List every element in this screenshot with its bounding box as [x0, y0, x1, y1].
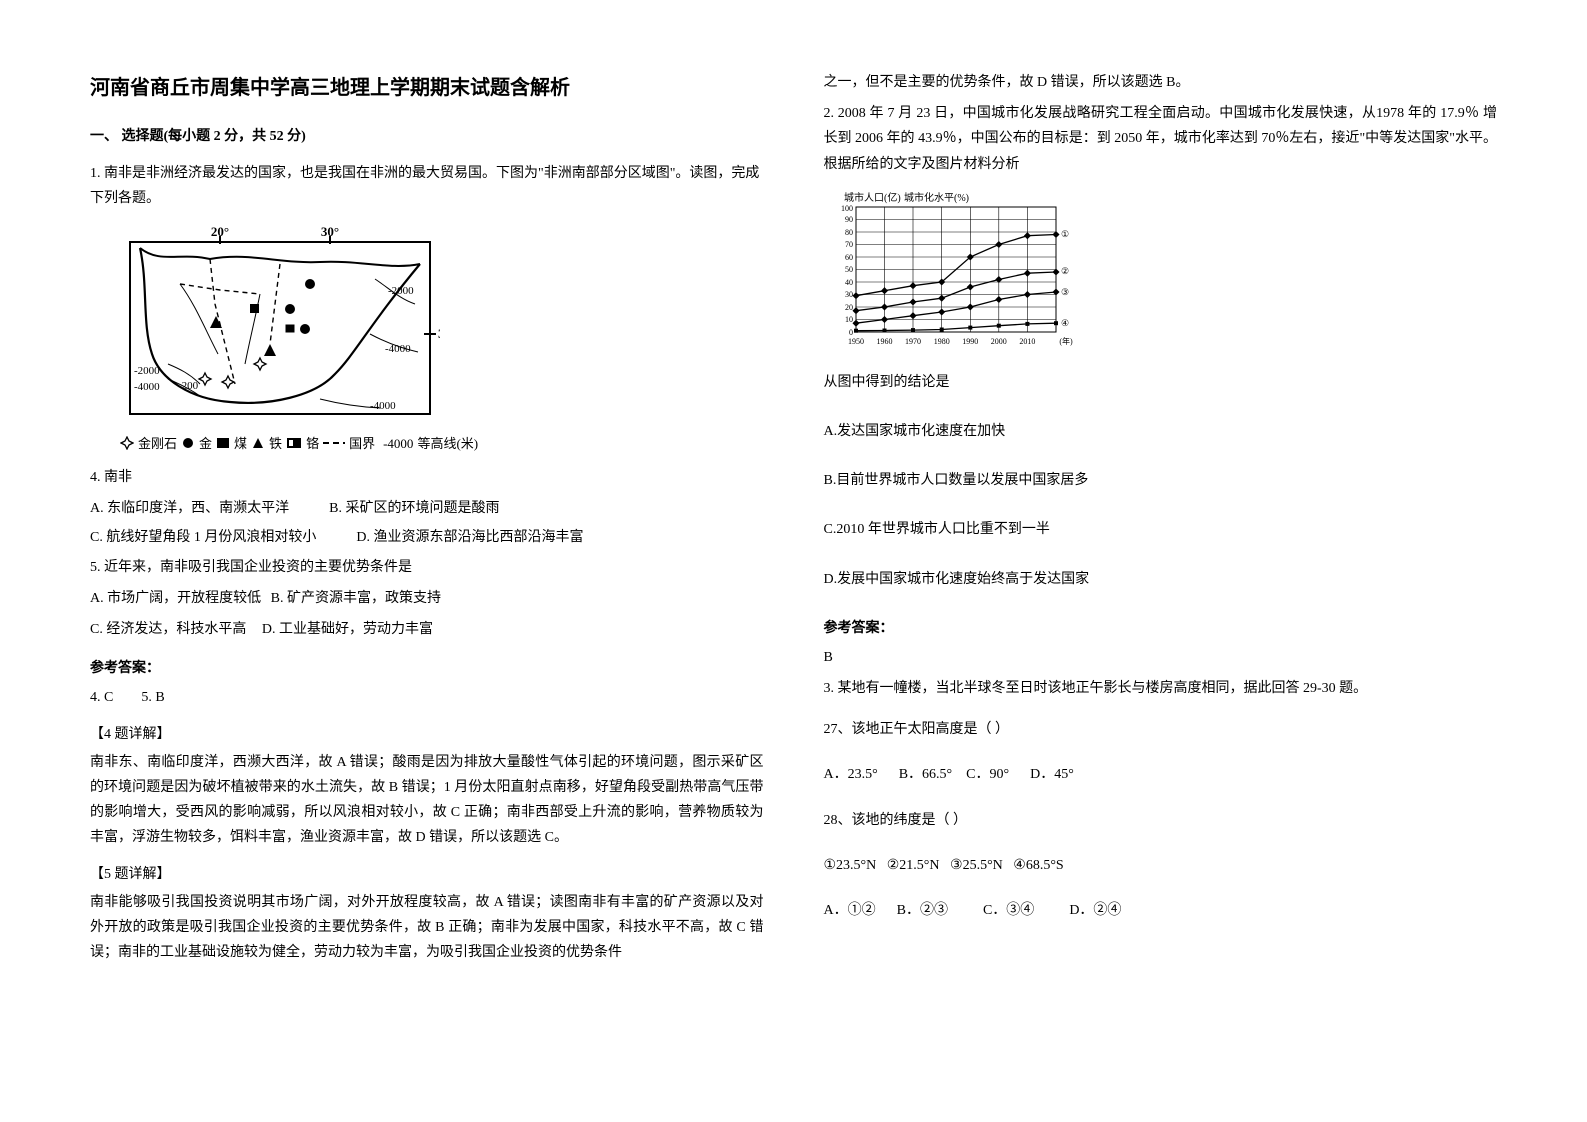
svg-text:100: 100 — [841, 204, 853, 213]
q27-a: A．23.5° — [824, 767, 878, 782]
q4-stem: 4. 南非 — [90, 465, 764, 490]
chart-ylabel-left: 城市人口(亿) — [844, 191, 901, 204]
answer-45: 4. C 5. B — [90, 685, 764, 710]
q4-row2: C. 航线好望角段 1 月份风浪相对较小 D. 渔业资源东部沿海比西部沿海丰富 — [90, 525, 764, 550]
q28-d: D．②④ — [1069, 903, 1121, 918]
iron-icon — [251, 436, 265, 450]
q27-b: B．66.5° — [899, 767, 952, 782]
svg-text:(年): (年) — [1059, 336, 1073, 346]
q2-c: C.2010 年世界城市人口比重不到一半 — [824, 517, 1498, 542]
svg-text:②: ② — [1061, 266, 1069, 276]
left-column: 河南省商丘市周集中学高三地理上学期期末试题含解析 一、 选择题(每小题 2 分，… — [90, 70, 764, 1082]
legend-gold: 金 — [199, 432, 212, 455]
chrome-icon — [286, 437, 302, 449]
svg-text:1970: 1970 — [905, 337, 921, 346]
q2-b: B.目前世界城市人口数量以发展中国家居多 — [824, 468, 1498, 493]
q28-a: A．①② — [824, 903, 876, 918]
legend-border: 国界 — [349, 432, 375, 455]
map-figure: 20° 30° 30° -2000 -4000 -4000 -2000 -400… — [120, 224, 440, 424]
detail4-body: 南非东、南临印度洋，西濒大西洋，故 A 错误；酸雨是因为排放大量酸性气体引起的环… — [90, 750, 764, 851]
q4-d: D. 渔业资源东部沿海比西部沿海丰富 — [356, 525, 583, 550]
right-column: 之一，但不是主要的优势条件，故 D 错误，所以该题选 B。 2. 2008 年 … — [824, 70, 1498, 1082]
svg-text:50: 50 — [845, 265, 853, 274]
q27-d: D．45° — [1030, 767, 1074, 782]
q5-a: A. 市场广阔，开放程度较低 — [90, 591, 261, 606]
svg-text:③: ③ — [1061, 287, 1069, 297]
q28-stem: 28、该地的纬度是（ ） — [824, 808, 1498, 833]
svg-text:1990: 1990 — [962, 337, 978, 346]
page-title: 河南省商丘市周集中学高三地理上学期期末试题含解析 — [90, 70, 764, 106]
contour-f: -200 — [178, 380, 199, 392]
chart-figure: 城市人口(亿) 城市化水平(%) — [824, 191, 1084, 356]
svg-text:0: 0 — [849, 328, 853, 337]
svg-text:30: 30 — [845, 290, 853, 299]
contour-d: -2000 — [134, 365, 160, 377]
coal-icon — [216, 437, 230, 449]
q2-stem: 2. 2008 年 7 月 23 日，中国城市化发展战略研究工程全面启动。中国城… — [824, 101, 1498, 177]
q28-circled: ①23.5°N ②21.5°N ③25.5°N ④68.5°S — [824, 853, 1498, 878]
border-icon — [323, 439, 345, 447]
chart-ylabel-right: 城市化水平(%) — [904, 191, 969, 204]
q2-d: D.发展中国家城市化速度始终高于发达国家 — [824, 567, 1498, 592]
lon-30: 30° — [321, 224, 339, 239]
gold-icon — [181, 436, 195, 450]
q3-stem: 3. 某地有一幢楼，当北半球冬至日时该地正午影长与楼房高度相同，据此回答 29-… — [824, 676, 1498, 701]
q5-stem: 5. 近年来，南非吸引我国企业投资的主要优势条件是 — [90, 555, 764, 580]
q5-row1: A. 市场广阔，开放程度较低 B. 矿产资源丰富，政策支持 — [90, 586, 764, 611]
q5-d: D. 工业基础好，劳动力丰富 — [262, 622, 433, 637]
q2-a: A.发达国家城市化速度在加快 — [824, 419, 1498, 444]
answer-2: B — [824, 645, 1498, 670]
svg-text:1950: 1950 — [848, 337, 864, 346]
svg-text:1960: 1960 — [876, 337, 892, 346]
q4-row1: A. 东临印度洋，西、南濒太平洋 B. 采矿区的环境问题是酸雨 — [90, 496, 764, 521]
map-legend: 金刚石 金 煤 铁 铬 国界 -4000 等高线(米) — [120, 432, 764, 455]
q4-c: C. 航线好望角段 1 月份风浪相对较小 — [90, 525, 316, 550]
q5-b: B. 矿产资源丰富，政策支持 — [271, 591, 441, 606]
answer-heading-1: 参考答案： — [90, 656, 764, 681]
lat-30: 30° — [438, 326, 440, 341]
q4-b: B. 采矿区的环境问题是酸雨 — [329, 496, 499, 521]
svg-text:①: ① — [1061, 229, 1069, 239]
svg-text:80: 80 — [845, 228, 853, 237]
legend-diamond: 金刚石 — [138, 432, 177, 455]
q27-c: C．90° — [966, 767, 1009, 782]
q27-opts: A．23.5° B．66.5° C．90° D．45° — [824, 762, 1498, 787]
lon-20: 20° — [211, 224, 229, 239]
svg-text:10: 10 — [845, 315, 853, 324]
q1-stem: 1. 南非是非洲经济最发达的国家，也是我国在非洲的最大贸易国。下图为"非洲南部部… — [90, 161, 764, 211]
svg-text:90: 90 — [845, 215, 853, 224]
legend-chrome: 铬 — [306, 432, 319, 455]
detail5-body: 南非能够吸引我国投资说明其市场广阔，对外开放程度较高，故 A 错误；读图南非有丰… — [90, 890, 764, 966]
svg-text:40: 40 — [845, 278, 853, 287]
section-heading: 一、 选择题(每小题 2 分，共 52 分) — [90, 124, 764, 149]
q5-c: C. 经济发达，科技水平高 — [90, 622, 246, 637]
svg-text:1980: 1980 — [933, 337, 949, 346]
legend-coal: 煤 — [234, 432, 247, 455]
diamond-icon — [120, 436, 134, 450]
q28-b: B．②③ — [897, 903, 948, 918]
svg-text:④: ④ — [1061, 318, 1069, 328]
contour-c: -4000 — [370, 400, 396, 412]
legend-contour-val: -4000 — [383, 432, 413, 455]
svg-text:2000: 2000 — [990, 337, 1006, 346]
svg-text:70: 70 — [845, 240, 853, 249]
q4-a: A. 东临印度洋，西、南濒太平洋 — [90, 496, 289, 521]
legend-iron: 铁 — [269, 432, 282, 455]
detail4-heading: 【4 题详解】 — [90, 722, 764, 747]
svg-text:20: 20 — [845, 303, 853, 312]
legend-contour: 等高线(米) — [417, 432, 478, 455]
contour-e: -4000 — [134, 381, 160, 393]
q28-c: C．③④ — [983, 903, 1034, 918]
answer-heading-2: 参考答案： — [824, 616, 1498, 641]
q28-opts: A．①② B．②③ C．③④ D．②④ — [824, 898, 1498, 923]
detail5-heading: 【5 题详解】 — [90, 862, 764, 887]
q5-row2: C. 经济发达，科技水平高 D. 工业基础好，劳动力丰富 — [90, 617, 764, 642]
svg-text:60: 60 — [845, 253, 853, 262]
q27-stem: 27、该地正午太阳高度是（ ） — [824, 717, 1498, 742]
q2-lead: 从图中得到的结论是 — [824, 370, 1498, 395]
svg-text:2010: 2010 — [1019, 337, 1035, 346]
col2-continuation: 之一，但不是主要的优势条件，故 D 错误，所以该题选 B。 — [824, 70, 1498, 95]
